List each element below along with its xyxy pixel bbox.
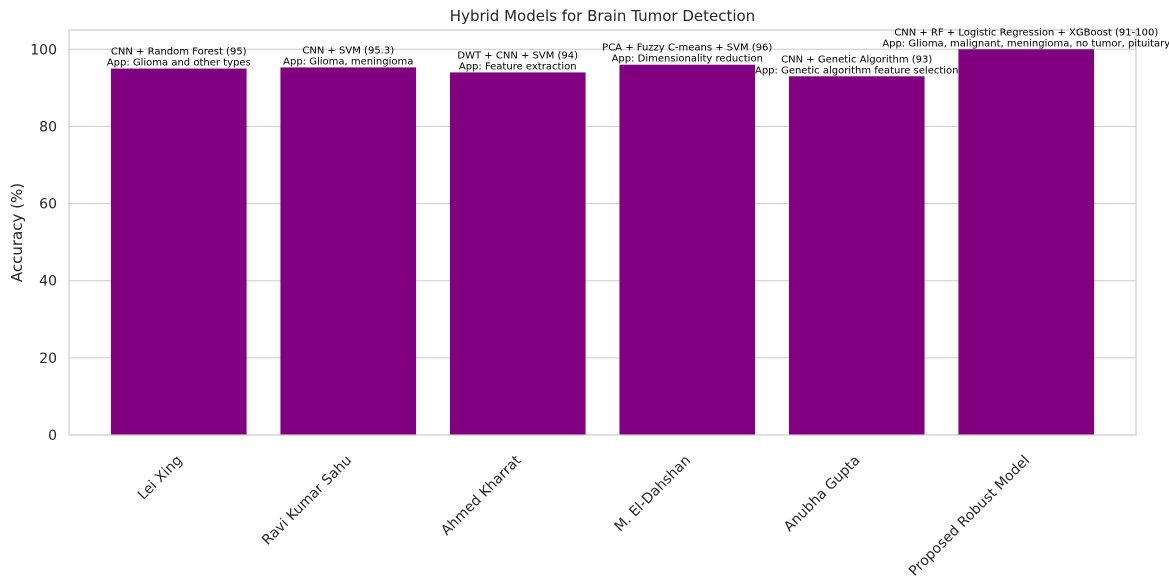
x-tick-label: Proposed Robust Model	[906, 453, 1033, 580]
bar	[110, 68, 247, 436]
y-tick-label: 100	[30, 42, 57, 58]
bars	[110, 49, 1095, 436]
x-axis-ticks: Lei Xing Ravi Kumar Sahu Ahmed Kharrat M. E…	[135, 452, 1033, 579]
bar-annotation-app: App: Genetic algorithm feature selection	[755, 65, 959, 76]
x-tick-label: Anubha Gupta	[781, 453, 864, 536]
x-tick-label: Lei Xing	[135, 453, 186, 504]
bar	[280, 67, 417, 436]
chart-title: Hybrid Models for Brain Tumor Detection	[450, 7, 755, 25]
plot-area-frame	[68, 29, 1137, 436]
bar-annotation-model: CNN + Genetic Algorithm (93)	[781, 54, 932, 65]
bar	[788, 76, 925, 436]
bar-annotation-model: CNN + Random Forest (95)	[111, 47, 247, 58]
y-tick-label: 20	[39, 351, 57, 367]
x-tick-label: Ahmed Kharrat	[438, 452, 525, 539]
y-axis-ticks: 0 20 40 60 80 100	[30, 42, 57, 444]
bar	[619, 64, 756, 435]
bar-annotation-app: App: Glioma, malignant, meningioma, no t…	[882, 38, 1169, 49]
bar-annotation-model: CNN + SVM (95.3)	[302, 45, 394, 56]
bar-annotation-app: App: Feature extraction	[459, 61, 577, 72]
y-tick-label: 0	[48, 428, 57, 444]
y-axis-title: Accuracy (%)	[8, 183, 26, 282]
bar-annotation-app: App: Glioma and other types	[107, 58, 251, 69]
y-tick-label: 80	[39, 119, 57, 135]
bar-annotation-model: DWT + CNN + SVM (94)	[457, 50, 578, 61]
x-tick-label: Ravi Kumar Sahu	[259, 453, 355, 549]
x-tick-label: M. El-Dahshan	[612, 453, 694, 535]
y-tick-label: 40	[39, 274, 57, 290]
bar	[958, 49, 1095, 436]
bar-annotation-model: PCA + Fuzzy C-means + SVM (96)	[602, 43, 772, 54]
bar-annotations: CNN + Random Forest (95)App: Glioma and …	[107, 27, 1169, 76]
bar-annotation-app: App: Glioma, meningioma	[283, 56, 413, 67]
bar-annotation-app: App: Dimensionality reduction	[612, 54, 763, 65]
y-tick-label: 60	[39, 197, 57, 213]
bar	[449, 72, 586, 435]
bar-annotation-model: CNN + RF + Logistic Regression + XGBoost…	[894, 27, 1158, 38]
